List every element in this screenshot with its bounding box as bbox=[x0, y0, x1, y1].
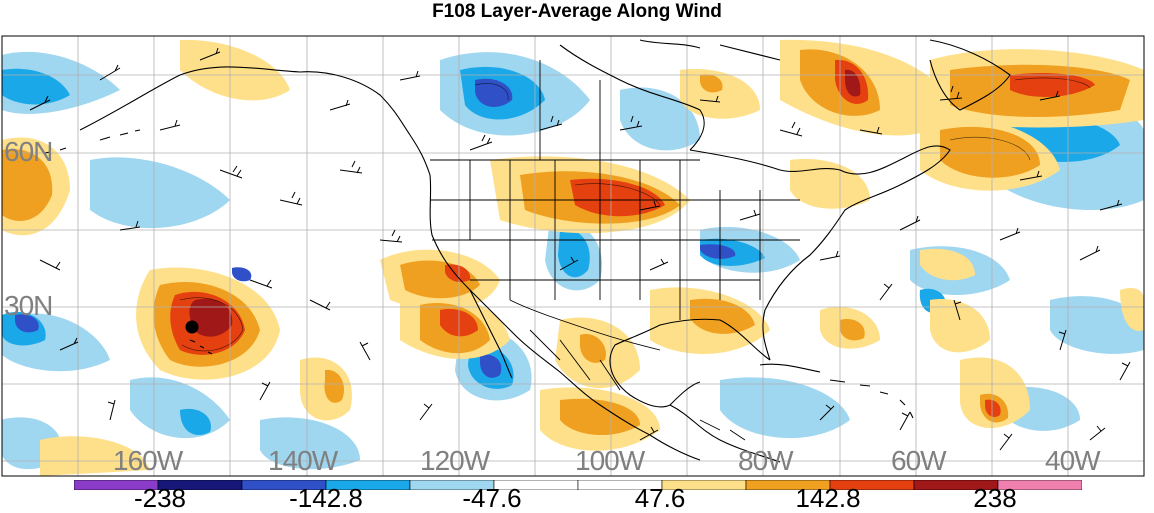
lat-lon-grid bbox=[2, 36, 1144, 476]
lat-label-30n: 30N bbox=[4, 290, 53, 321]
lon-label-60w: 60W bbox=[891, 445, 947, 476]
colorbar-segment bbox=[997, 480, 1082, 490]
colorbar-label-pos238: 238 bbox=[973, 483, 1017, 513]
colorbar bbox=[74, 480, 1082, 490]
lon-label-160w: 160W bbox=[113, 445, 183, 476]
lon-label-40w: 40W bbox=[1045, 445, 1101, 476]
map-title: F108 Layer-Average Along Wind bbox=[432, 1, 722, 22]
coastlines bbox=[44, 39, 1011, 463]
lon-label-120w: 120W bbox=[420, 445, 490, 476]
lat-label-60n: 60N bbox=[4, 136, 53, 167]
colorbar-label-neg142: -142.8 bbox=[289, 483, 363, 513]
colorbar-label-neg47: -47.6 bbox=[462, 483, 522, 513]
colorbar-label-neg238: -238 bbox=[133, 483, 187, 513]
political-borders bbox=[430, 60, 800, 441]
lon-label-140w: 140W bbox=[268, 445, 338, 476]
lon-label-100w: 100W bbox=[575, 445, 645, 476]
storm-center-marker bbox=[185, 320, 199, 334]
wind-barbs bbox=[29, 47, 1131, 451]
colorbar-label-pos142: 142.8 bbox=[795, 483, 861, 513]
colorbar-label-pos47: 47.6 bbox=[634, 483, 686, 513]
lon-label-80w: 80W bbox=[738, 445, 794, 476]
